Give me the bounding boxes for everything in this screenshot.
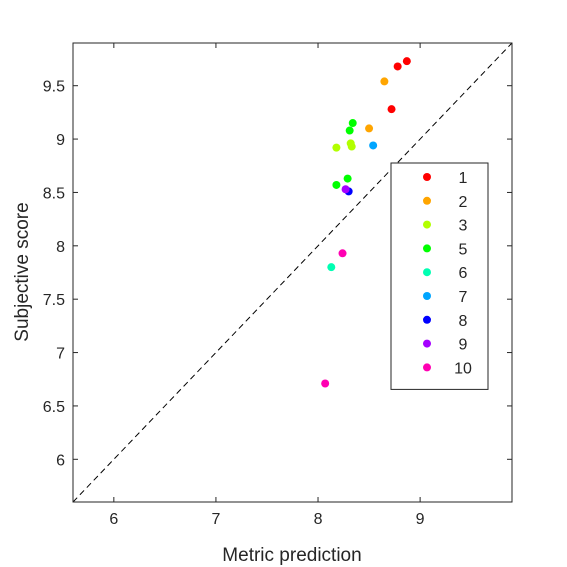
y-tick-label: 7 — [56, 346, 65, 363]
data-point — [347, 142, 356, 151]
legend-label: 10 — [454, 360, 472, 377]
data-point — [387, 105, 396, 114]
legend-label: 2 — [459, 194, 468, 211]
legend-marker — [423, 196, 431, 205]
legend-marker — [423, 339, 431, 348]
x-tick-label: 8 — [314, 511, 323, 528]
data-point — [338, 249, 347, 258]
y-tick-label: 9.5 — [43, 79, 65, 96]
data-point — [332, 180, 341, 189]
x-tick-label: 6 — [109, 511, 118, 528]
legend-marker — [423, 268, 431, 277]
x-tick-label: 7 — [211, 511, 220, 528]
legend-label: 1 — [459, 170, 468, 187]
y-axis-label: Subjective score — [12, 202, 33, 341]
legend-label: 3 — [459, 218, 468, 235]
legend-marker — [423, 363, 431, 372]
data-point — [402, 57, 411, 66]
y-tick-label: 9 — [56, 132, 65, 149]
legend: 1 2 3 5 6 7 8 9 10 — [390, 162, 489, 390]
data-point — [393, 62, 402, 71]
y-tick-label: 8 — [56, 239, 65, 256]
data-point — [369, 141, 378, 150]
data-point — [343, 174, 352, 183]
data-point — [380, 77, 389, 86]
data-point — [348, 119, 357, 128]
y-tick-label: 6 — [56, 452, 65, 469]
data-point — [332, 143, 341, 152]
legend-marker — [423, 220, 431, 229]
data-point — [327, 263, 336, 272]
data-point — [321, 379, 330, 388]
data-point — [341, 185, 350, 194]
legend-label: 9 — [459, 337, 468, 354]
legend-label: 5 — [459, 241, 468, 258]
legend-box — [390, 162, 489, 390]
reference-line — [72, 42, 513, 503]
legend-label: 6 — [459, 265, 468, 282]
legend-marker — [423, 292, 431, 300]
x-tick-label: 9 — [416, 511, 425, 528]
legend-label: 7 — [459, 289, 468, 306]
y-tick-label: 8.5 — [43, 185, 65, 202]
legend-label: 8 — [459, 313, 468, 330]
legend-marker — [423, 244, 431, 253]
data-point — [365, 124, 374, 133]
legend-marker — [423, 315, 431, 324]
legend-marker — [423, 173, 431, 181]
plot-frame — [72, 42, 513, 503]
y-tick-label: 6.5 — [43, 399, 65, 416]
y-tick-label: 7.5 — [43, 292, 65, 309]
data-point — [345, 126, 354, 135]
x-axis-label: Metric prediction — [222, 545, 361, 566]
